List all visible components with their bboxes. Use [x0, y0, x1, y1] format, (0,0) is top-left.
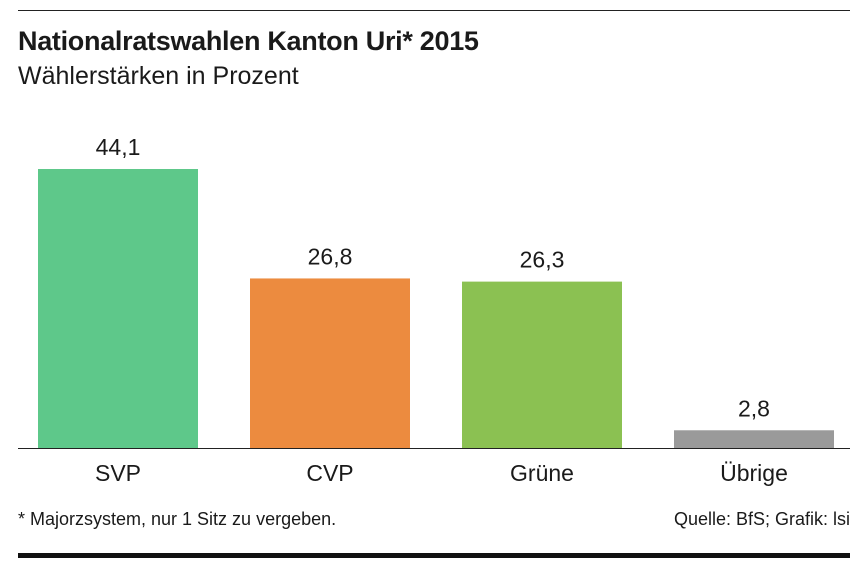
category-label-0: SVP [95, 460, 141, 486]
chart-subtitle: Wählerstärken in Prozent [18, 62, 299, 90]
category-label-2: Grüne [510, 460, 574, 486]
value-label-3: 2,8 [738, 395, 770, 421]
category-label-1: CVP [306, 460, 353, 486]
bar-2 [462, 281, 622, 448]
chart-title: Nationalratswahlen Kanton Uri* 2015 [18, 26, 479, 56]
footnote: * Majorzsystem, nur 1 Sitz zu vergeben. [18, 509, 337, 529]
value-label-0: 44,1 [96, 134, 141, 160]
source-credit: Quelle: BfS; Grafik: lsi [673, 509, 850, 529]
bar-3 [674, 430, 834, 448]
bottom-rule [18, 553, 850, 558]
top-rule [18, 10, 850, 11]
bar-chart: 44,1 SVP 26,8 CVP 26,3 Grüne 2,8 Übrige [18, 134, 850, 486]
bar-1 [250, 278, 410, 448]
value-label-1: 26,8 [308, 243, 353, 269]
bar-0 [38, 169, 198, 448]
category-label-3: Übrige [720, 460, 788, 486]
value-label-2: 26,3 [520, 247, 565, 273]
